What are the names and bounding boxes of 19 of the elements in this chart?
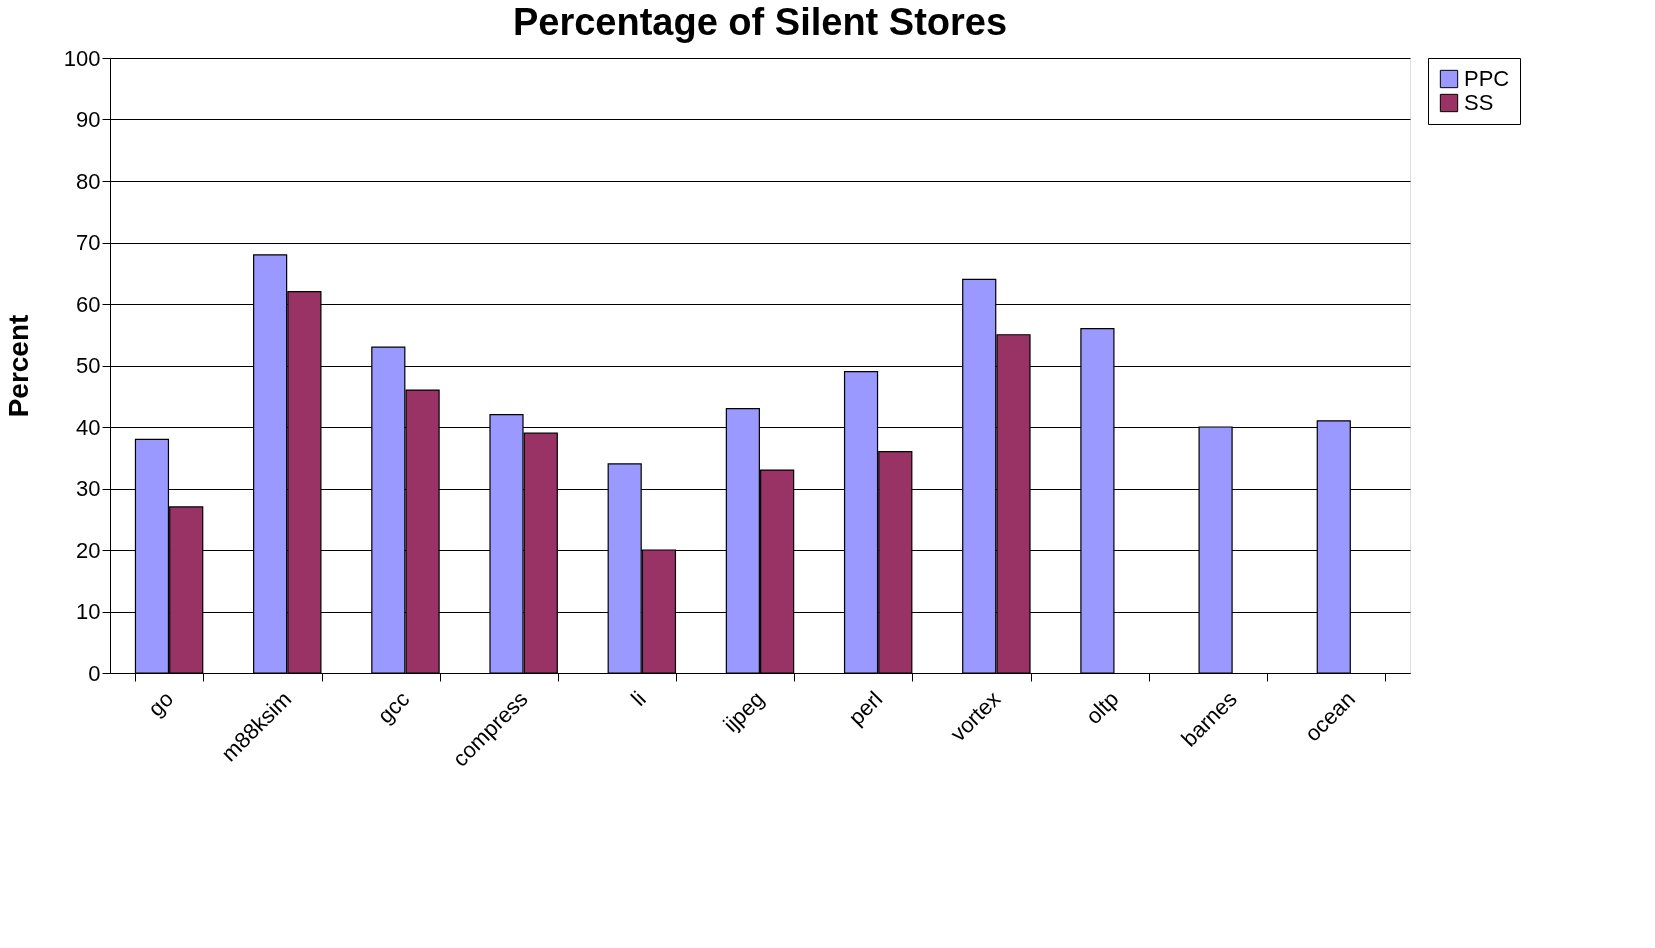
legend-label: PPC [1464, 66, 1510, 91]
y-tick-label: 20 [76, 537, 101, 563]
y-axis-title: Percent [2, 314, 34, 418]
y-tick-label: 10 [76, 599, 101, 624]
chart-title: Percentage of Silent Stores [512, 1, 1008, 43]
y-tick-label: 0 [88, 660, 101, 686]
y-tick-label: 60 [76, 291, 101, 317]
y-tick-label: 90 [76, 107, 101, 132]
legend-label: SS [1464, 90, 1494, 115]
y-tick-label: 40 [76, 414, 101, 440]
y-tick-label: 50 [76, 353, 101, 378]
y-tick-label: 80 [76, 168, 101, 194]
x-tick-label: oltp [1080, 686, 1124, 730]
y-tick-label: 30 [76, 476, 101, 501]
x-tick-label: go [143, 686, 179, 722]
y-tick-label: 100 [63, 45, 101, 71]
y-tick-label: 70 [76, 230, 101, 255]
x-tick-label: gcc [372, 686, 415, 729]
x-tick-label: li [626, 686, 651, 711]
